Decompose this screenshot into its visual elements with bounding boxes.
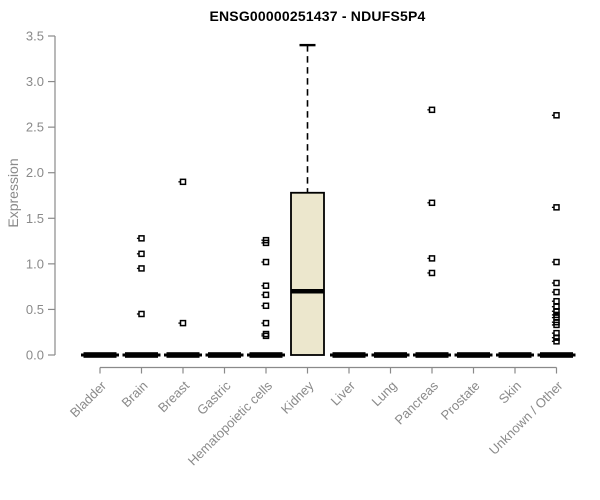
outlier-point-hematopoietic-cells (262, 319, 270, 327)
box-collapsed-hematopoietic-cells (249, 352, 283, 358)
y-tick-label: 3.5 (26, 29, 44, 44)
outlier-point-breast (179, 178, 187, 186)
outlier-point-hematopoietic-cells (262, 282, 270, 289)
outlier-point-pancreas (428, 199, 436, 207)
x-tick-label-skin: Skin (496, 378, 524, 406)
outlier-point-hematopoietic-cells (262, 258, 270, 266)
outlier-point-unknown-other (553, 288, 560, 296)
box-collapsed-prostate (457, 352, 490, 358)
y-tick-label: 1.0 (26, 256, 44, 271)
box-collapsed-unknown-other (540, 352, 573, 358)
y-tick-label: 1.5 (26, 211, 44, 226)
x-tick-label-liver: Liver (328, 378, 359, 409)
box-collapsed-skin (498, 352, 532, 358)
outlier-point-unknown-other (553, 258, 560, 266)
y-tick-label: 0.0 (26, 348, 44, 363)
outlier-point-brain (138, 235, 145, 242)
x-tick-label-kidney: Kidney (278, 378, 317, 417)
outlier-point-pancreas (428, 255, 436, 262)
y-tick-label: 2.5 (26, 120, 44, 135)
x-tick-label-bladder: Bladder (67, 378, 110, 421)
x-tick-label-lung: Lung (369, 378, 400, 409)
y-axis-title: Expression (5, 158, 21, 228)
chart-title: ENSG00000251437 - NDUFS5P4 (209, 8, 426, 24)
x-tick-label-gastric: Gastric (194, 378, 234, 418)
outlier-point-unknown-other (553, 279, 560, 287)
outlier-point-breast (179, 319, 187, 327)
box-kidney (290, 191, 325, 356)
outlier-point-brain (138, 265, 145, 272)
box-collapsed-gastric (208, 352, 241, 358)
box-collapsed-pancreas (415, 352, 449, 358)
outlier-point-unknown-other (553, 112, 560, 119)
outlier-point-hematopoietic-cells (262, 302, 270, 310)
box-collapsed-brain (125, 352, 158, 358)
outlier-point-brain (138, 310, 145, 318)
outlier-point-unknown-other (553, 297, 560, 305)
x-tick-label-breast: Breast (155, 378, 192, 415)
outlier-point-hematopoietic-cells (262, 291, 270, 299)
outlier-point-pancreas (428, 106, 436, 114)
y-tick-label: 2.0 (26, 165, 44, 180)
outlier-point-unknown-other (553, 338, 560, 345)
box-collapsed-breast (166, 352, 200, 358)
x-tick-label-unknown-other: Unknown / Other (486, 378, 566, 458)
outlier-point-pancreas (428, 269, 436, 277)
x-tick-label-pancreas: Pancreas (392, 378, 442, 428)
box-collapsed-bladder (83, 352, 117, 358)
y-tick-label: 0.5 (26, 302, 44, 317)
y-tick-label: 3.0 (26, 74, 44, 89)
x-tick-label-brain: Brain (119, 378, 151, 410)
x-tick-label-prostate: Prostate (438, 378, 483, 423)
outlier-point-brain (138, 250, 145, 258)
box-collapsed-liver (332, 352, 366, 358)
box-collapsed-lung (374, 352, 407, 358)
outlier-point-unknown-other (553, 204, 560, 211)
